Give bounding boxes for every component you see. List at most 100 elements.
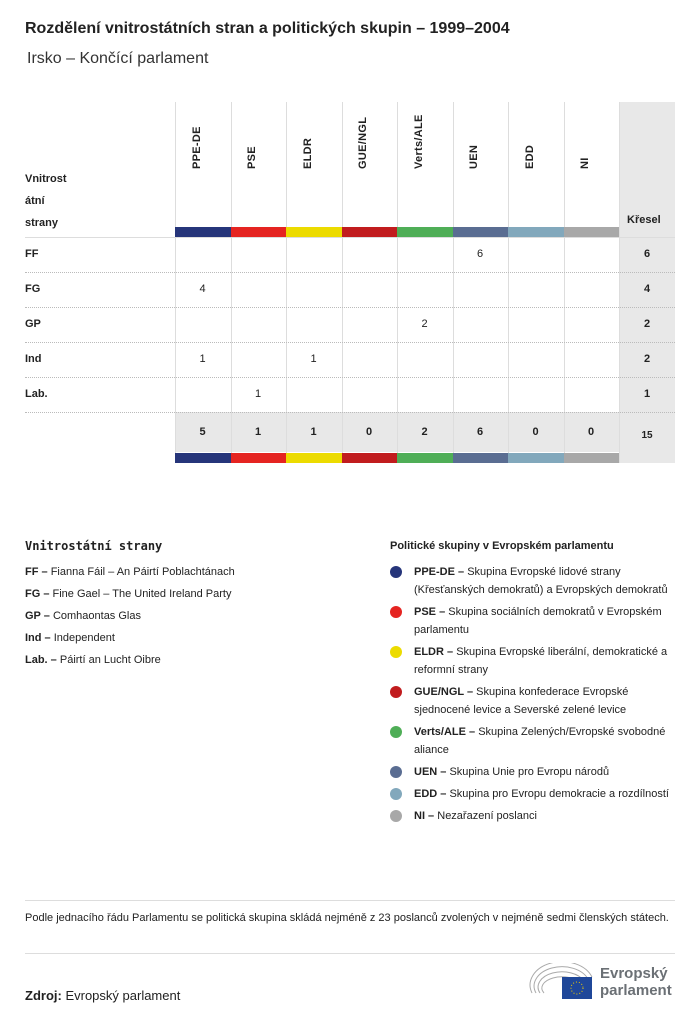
row-divider <box>25 272 675 273</box>
hemicycle-icon <box>529 961 593 999</box>
group-color-bar <box>175 227 231 237</box>
party-name: Fine Gael – The United Ireland Party <box>52 588 232 600</box>
source: Zdroj: Evropský parlament <box>25 988 180 1003</box>
group-header: PPE-DE <box>175 102 230 237</box>
row-header-line: strany <box>25 217 59 229</box>
row-divider <box>25 377 675 378</box>
seats-column <box>619 102 675 463</box>
group-color-bar <box>286 453 342 463</box>
row-total: 6 <box>643 248 651 260</box>
footnote: Podle jednacího řádu Parlamentu se polit… <box>25 900 675 954</box>
group-label: GUE/NGL <box>357 116 369 169</box>
party-legend: Vnitrostátní strany FF – Fianna Fáil – A… <box>25 537 235 673</box>
source-label: Zdroj: <box>25 988 62 1003</box>
party-row-label: FG <box>25 283 41 295</box>
group-color-bar <box>341 453 397 463</box>
group-header: UEN <box>453 102 508 237</box>
group-total: 2 <box>421 426 428 438</box>
group-abbr: GUE/NGL – <box>414 686 474 698</box>
party-row-label: Ind <box>25 353 42 365</box>
group-total: 5 <box>199 426 206 438</box>
group-label: EDD <box>523 144 536 169</box>
group-abbr: NI – <box>414 810 435 822</box>
group-legend-heading: Politické skupiny v Evropském parlamentu <box>390 540 614 552</box>
row-header: Vnitrost átní strany <box>25 168 67 234</box>
ep-logo: Evropský parlament <box>528 961 678 1003</box>
group-abbr: PSE – <box>414 606 446 618</box>
group-name: Nezařazení poslanci <box>437 810 537 822</box>
group-color-bar <box>230 227 286 237</box>
party-legend-item: GP – Comhaontas Glas <box>25 607 235 625</box>
group-legend: Politické skupiny v Evropském parlamentu… <box>390 537 675 829</box>
row-divider <box>25 342 675 343</box>
group-abbr: Verts/ALE – <box>414 726 476 738</box>
group-name: Skupina Evropské liberální, demokratické… <box>414 646 668 676</box>
seat-cell: 1 <box>310 353 317 365</box>
group-color-dot <box>390 686 402 698</box>
group-label: Verts/ALE <box>412 114 425 169</box>
grand-total: 15 <box>641 430 653 441</box>
row-header-line: Vnitrost <box>25 173 67 185</box>
group-abbr: ELDR – <box>414 646 454 658</box>
seat-cell: 6 <box>476 248 484 260</box>
group-name: Skupina Zelených/Evropské svobodné alian… <box>414 726 666 756</box>
party-legend-item: Lab. – Páirtí an Lucht Oibre <box>25 651 235 669</box>
seat-cell: 2 <box>421 318 428 330</box>
row-divider <box>25 307 675 308</box>
group-color-bar <box>452 453 508 463</box>
group-abbr: UEN – <box>414 766 447 778</box>
group-name: Skupina Unie pro Evropu národů <box>449 766 610 778</box>
group-label: PPE-DE <box>190 126 203 169</box>
row-total: 2 <box>643 318 651 330</box>
group-color-bar <box>341 227 397 237</box>
column-divider <box>508 102 509 463</box>
party-legend-item: Ind – Independent <box>25 629 235 647</box>
column-divider <box>563 102 565 463</box>
party-row-label: FF <box>25 248 39 260</box>
group-header: PSE <box>231 102 286 237</box>
seat-cell: 1 <box>199 353 206 365</box>
party-name: Comhaontas Glas <box>52 610 141 622</box>
source-value: Evropský parlament <box>65 988 181 1003</box>
group-color-dot <box>390 726 402 738</box>
row-total: 4 <box>643 283 651 295</box>
party-row-label: Lab. <box>25 388 48 400</box>
group-legend-item: EDD – Skupina pro Evropu demokracie a ro… <box>390 785 675 803</box>
seat-table: Vnitrost átní strany Křesel PPE-DE PSE ELD… <box>25 102 675 463</box>
party-legend-item: FG – Fine Gael – The United Ireland Part… <box>25 585 235 603</box>
group-color-bar <box>397 453 453 463</box>
row-total: 1 <box>643 388 651 400</box>
column-divider <box>286 102 287 463</box>
page-subtitle: Irsko – Končící parlament <box>27 50 209 67</box>
group-legend-item: GUE/NGL – Skupina konfederace Evropské s… <box>390 683 675 719</box>
group-color-bar <box>508 227 564 237</box>
group-header: GUE/NGL <box>342 102 397 237</box>
party-name: Fianna Fáil – An Páirtí Poblachtánach <box>50 566 235 578</box>
group-color-dot <box>390 606 402 618</box>
column-divider <box>619 102 620 463</box>
group-total: 6 <box>476 426 484 438</box>
group-name: Skupina konfederace Evropské sjednocené … <box>414 686 629 716</box>
group-legend-item: PSE – Skupina sociálních demokratů v Evr… <box>390 603 675 639</box>
group-total: 1 <box>310 426 317 438</box>
party-abbr: GP – <box>25 610 50 622</box>
group-name: Skupina pro Evropu demokracie a rozdílno… <box>449 788 669 800</box>
group-name: Skupina Evropské lidové strany (Křesťans… <box>414 566 668 596</box>
seats-header: Křesel <box>627 214 661 226</box>
group-total: 0 <box>365 426 373 438</box>
group-header: NI <box>564 102 619 237</box>
row-divider <box>25 412 675 413</box>
column-divider <box>230 102 232 463</box>
party-row-label: GP <box>25 318 41 330</box>
group-name: Skupina sociálních demokratů v Evropském… <box>414 606 662 636</box>
party-abbr: FG – <box>25 588 50 600</box>
group-label: NI <box>579 157 591 169</box>
group-legend-item: Verts/ALE – Skupina Zelených/Evropské sv… <box>390 723 675 759</box>
group-legend-item: ELDR – Skupina Evropské liberální, demok… <box>390 643 675 679</box>
column-divider <box>397 102 398 463</box>
group-total: 0 <box>532 426 539 438</box>
group-color-dot <box>390 788 402 800</box>
group-legend-item: UEN – Skupina Unie pro Evropu národů <box>390 763 675 781</box>
group-legend-item: NI – Nezařazení poslanci <box>390 807 675 825</box>
group-header: EDD <box>508 102 563 237</box>
